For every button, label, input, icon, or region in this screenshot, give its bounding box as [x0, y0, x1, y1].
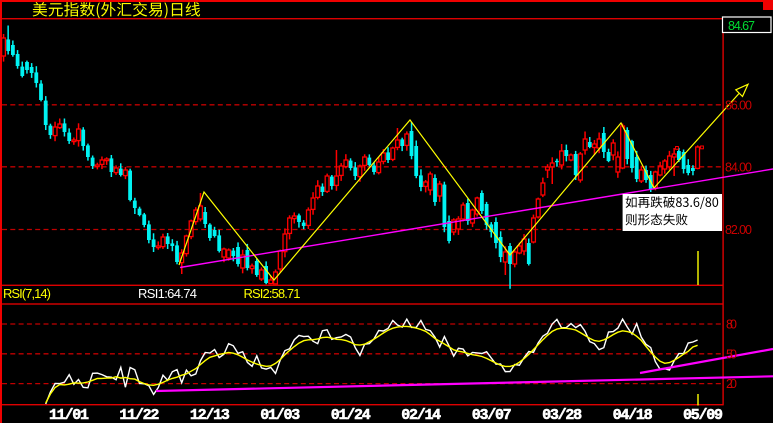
svg-text:50: 50 [726, 347, 737, 361]
svg-text:01/03: 01/03 [260, 407, 300, 423]
svg-text:20: 20 [726, 377, 737, 391]
svg-text:84.00: 84.00 [725, 160, 752, 174]
svg-text:RSI2:58.71: RSI2:58.71 [244, 286, 301, 301]
svg-text:03/28: 03/28 [542, 407, 582, 423]
svg-text:RSI(7,14): RSI(7,14) [3, 286, 51, 301]
svg-text:11/01: 11/01 [49, 407, 89, 423]
svg-text:RSI1:64.74: RSI1:64.74 [138, 286, 197, 301]
svg-text:04/18: 04/18 [613, 407, 653, 423]
svg-text:11/22: 11/22 [119, 407, 159, 423]
svg-text:86.00: 86.00 [725, 98, 752, 112]
svg-text:82.00: 82.00 [725, 223, 752, 237]
svg-text:05/09: 05/09 [683, 407, 723, 423]
svg-text:02/14: 02/14 [401, 407, 441, 423]
svg-text:12/13: 12/13 [190, 407, 230, 423]
svg-text:01/24: 01/24 [331, 407, 371, 423]
svg-text:03/07: 03/07 [472, 407, 512, 423]
svg-text:84.67: 84.67 [728, 19, 755, 33]
svg-text:80: 80 [726, 318, 737, 332]
